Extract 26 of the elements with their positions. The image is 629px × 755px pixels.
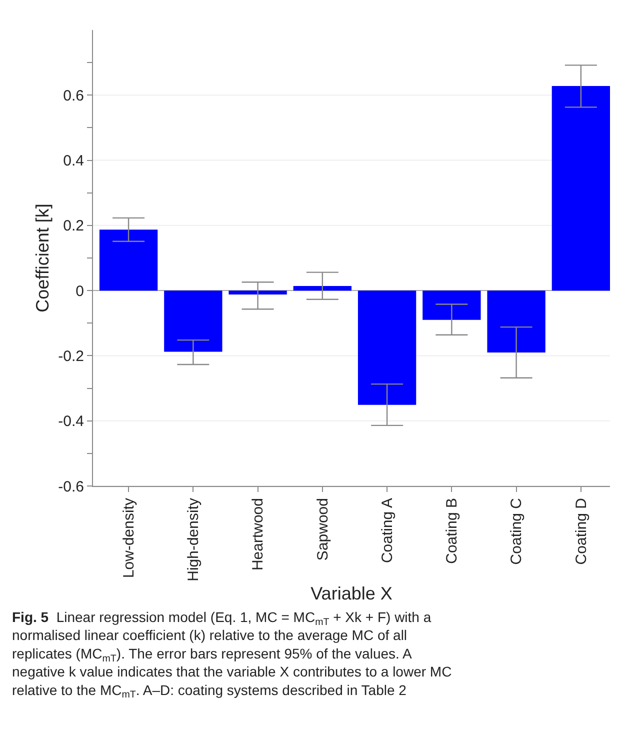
y-tick-label: 0.6: [63, 87, 84, 104]
bar: [487, 290, 546, 352]
caption: Fig. 5: [12, 609, 49, 625]
bar: [228, 290, 287, 294]
y-tick-label: 0.4: [63, 152, 84, 170]
bar: [164, 290, 222, 352]
y-tick-label: 0: [76, 282, 84, 300]
y-tick-label: 0.2: [63, 218, 84, 235]
x-axis-title: Variable X: [310, 583, 392, 604]
x-tick-label: Sapwood: [314, 498, 332, 561]
x-tick-label: Coating A: [378, 498, 396, 564]
x-tick-label: Heartwood: [250, 498, 267, 571]
y-axis-title: Coefficient [k]: [32, 204, 52, 312]
x-tick-label: Coating D: [572, 498, 590, 565]
y-tick-label: -0.6: [58, 478, 84, 496]
y-tick-label: -0.4: [58, 413, 84, 430]
x-tick-label: Coating C: [508, 498, 526, 565]
x-tick-label: High-density: [185, 498, 202, 582]
bar: [293, 286, 352, 291]
x-tick-label: Low-density: [120, 498, 138, 578]
y-tick-label: -0.2: [58, 348, 84, 365]
bar: [99, 230, 158, 291]
x-tick-label: Coating B: [444, 498, 461, 564]
bar: [422, 290, 481, 320]
bar: [552, 86, 610, 291]
bar: [358, 290, 416, 405]
